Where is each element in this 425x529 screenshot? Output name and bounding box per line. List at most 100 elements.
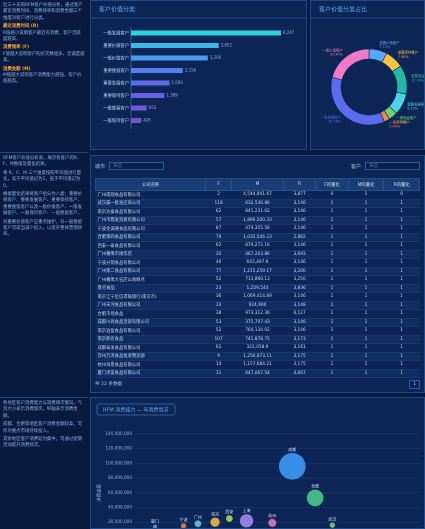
table-row: 成都川尚食品连锁有限公司 53 375,707.43 3,146 1 1 1: [95, 318, 420, 327]
y-axis-title: 消费金额: [96, 484, 103, 502]
bubble: [210, 517, 220, 527]
table-cell: 467,263.86: [231, 250, 284, 259]
table-cell: 0: [383, 190, 420, 200]
table-cell: 1: [315, 318, 349, 327]
filter-select[interactable]: 筛选: [109, 162, 165, 170]
table-header: 公司名称 F M R F的量化 M的量化 R的量化: [94, 178, 420, 191]
table-cell: 1,035,546.23: [231, 233, 284, 242]
table-cell: 1: [348, 199, 384, 208]
bubble: [278, 453, 306, 480]
pie-slice: [331, 48, 370, 81]
table-row: 南京新名食品 107 741,878.75 3,173 1 1 1: [95, 335, 420, 344]
table-cell: 1: [348, 284, 384, 293]
y-tick-label: 100,000,000: [105, 460, 132, 465]
table-cell: 1: [315, 233, 349, 242]
slice-label: 7.72%: [379, 45, 391, 49]
table-cell: 3,146: [283, 318, 316, 327]
table-cell: 1: [348, 250, 384, 259]
table-cell: 1: [348, 369, 384, 378]
bar: [131, 118, 142, 123]
table-row: 广州天河食品有限公司 33 924,900 3,148 1 1 1: [95, 301, 420, 310]
table-cell: 1: [383, 369, 420, 378]
table-cell: 3,200: [283, 267, 316, 276]
bubble: [329, 522, 336, 528]
table-cell: 1: [383, 292, 420, 302]
table-cell: 107: [205, 335, 232, 344]
table-cell: 61: [205, 343, 232, 353]
column-header: R的量化: [383, 178, 420, 191]
table-cell: 2: [205, 190, 232, 200]
sidebar-text: F值越大说明客户购买次数越多，忠诚度越高。: [3, 51, 85, 64]
bubble-label: 成都: [288, 446, 296, 452]
pagination-summary: 共 22 条数据: [95, 382, 123, 387]
table-cell: 62: [205, 241, 232, 251]
slice-label: 35.76%: [328, 120, 342, 124]
slice-label: 20.90%: [330, 53, 344, 57]
table-cell: 3,250: [283, 275, 316, 285]
table-cell: 35: [205, 250, 232, 259]
filter-select[interactable]: 筛选: [365, 162, 420, 170]
table-cell: 1: [383, 284, 420, 293]
table-cell: 1: [315, 292, 349, 302]
table-cell: 厦门泽美食品有限公司: [95, 369, 206, 378]
table-cell: 322,058.9: [231, 343, 284, 353]
table-cell: 0: [315, 190, 349, 200]
table-cell: 1: [315, 258, 349, 268]
table-cell: 1: [348, 335, 384, 344]
table-cell: 6,127: [283, 309, 316, 319]
table-cell: 40: [205, 258, 232, 268]
bubble: [239, 514, 254, 528]
sidebar-text: 各地区客户消费能力与消费频次情况，气泡大小表示消费频次，纵轴表示消费金额。: [3, 401, 83, 419]
table-cell: 3,836: [283, 284, 316, 293]
table-cell: 1: [315, 352, 349, 361]
table-cell: 1: [383, 326, 420, 336]
table-cell: 1,157,684.21: [231, 360, 284, 370]
table-cell: 1: [315, 335, 349, 344]
pagination: 共 22 条数据 1: [95, 379, 420, 389]
y-tick-label: 40,000,000: [108, 505, 132, 510]
table-row: 广州市鼎发贸易有限公司 57 1,896,500.33 3,146 1 1 1: [95, 216, 420, 225]
table-cell: 南京新名食品: [95, 335, 206, 344]
column-header: M: [231, 178, 284, 191]
table-cell: 合肥第四食品有限公司: [95, 233, 206, 242]
table-cell: 1: [383, 207, 420, 217]
slice-label: 2.44%: [389, 125, 401, 129]
table-cell: 宁波金诚通食品有限公司: [95, 224, 206, 234]
sidebar-text: M值越大说明客户消费能力越强，客户价值越高。: [3, 73, 82, 85]
category-label: 重要发展客户: [103, 80, 129, 87]
bubble-label: 合肥: [311, 483, 319, 489]
table-cell: 南京泊盈食品有限公司: [95, 326, 206, 336]
table-cell: 764,134.02: [231, 326, 284, 336]
chart-title: 客户价值分类占比: [319, 6, 367, 14]
table-row: 合肥第四食品有限公司 79 1,035,546.23 2,862 1 1 1: [95, 233, 420, 242]
table-cell: 3,693: [283, 250, 316, 259]
table-cell: 118: [205, 199, 232, 208]
table-cell: 3,146: [283, 326, 316, 336]
table-cell: 38: [205, 309, 232, 319]
bubble-label: 杭州: [268, 512, 276, 518]
table-cell: 733,860.13: [231, 275, 284, 285]
table-cell: 52: [205, 326, 232, 336]
table-cell: 11: [205, 369, 232, 378]
bar: [131, 93, 165, 98]
table-cell: 1: [348, 318, 384, 327]
slice-name: 一般发展客户: [321, 114, 341, 119]
value-label: 653: [149, 105, 157, 110]
table-cell: 1: [383, 224, 420, 234]
table-cell: 1: [348, 241, 384, 251]
y-tick-label: 140,000,000: [105, 431, 132, 436]
table-cell: 1,069,414.89: [231, 292, 284, 302]
chart-title: 客户价值分类: [99, 6, 135, 14]
bubble: [153, 524, 158, 528]
table-cell: 1: [315, 250, 349, 259]
table-cell: 23: [205, 284, 232, 293]
chart-title: RFM 消费能力 — 年消费情况: [103, 407, 168, 414]
page-button[interactable]: 1: [409, 379, 420, 389]
value-label: 1,389: [166, 93, 178, 98]
table-cell: 广州天河食品有限公司: [95, 301, 206, 310]
slice-name: 重要挽留客户: [411, 73, 425, 78]
table-cell: 632,536.86: [231, 199, 284, 208]
